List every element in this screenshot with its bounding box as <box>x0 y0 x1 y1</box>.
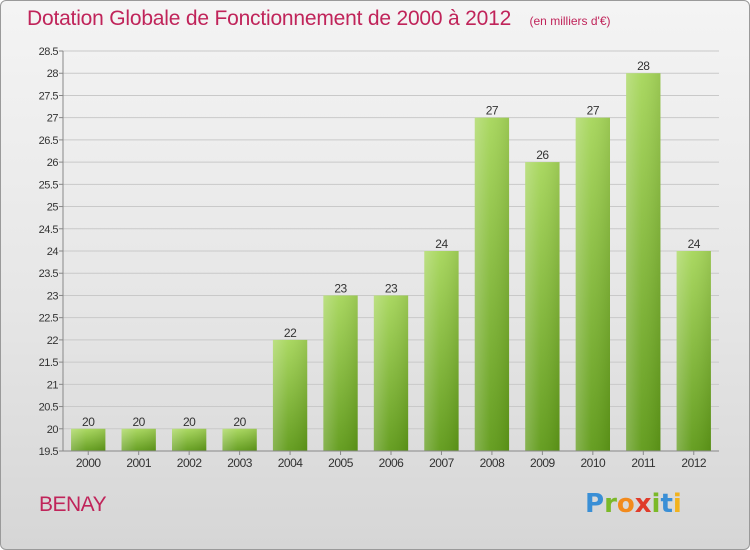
x-tick-label: 2001 <box>126 456 152 470</box>
bar-data-label: 24 <box>688 237 701 251</box>
proxiti-logo: Proxiti <box>585 489 682 519</box>
commune-name: BENAY <box>39 493 107 516</box>
title-row: Dotation Globale de Fonctionnement de 20… <box>27 7 611 31</box>
x-tick-label: 2005 <box>328 456 354 470</box>
bar-shine <box>222 428 257 451</box>
bar-data-label: 20 <box>82 415 95 429</box>
y-tick-label: 28.5 <box>39 46 59 58</box>
bar-data-label: 27 <box>587 104 600 118</box>
x-tick-label: 2011 <box>631 456 656 470</box>
bar-data-label: 20 <box>133 415 146 429</box>
bar-data-label: 23 <box>385 281 398 295</box>
bar-shine <box>121 428 156 451</box>
y-tick-label: 24 <box>47 246 59 258</box>
y-tick-label: 25.5 <box>39 179 59 191</box>
x-tick-label: 2003 <box>227 456 253 470</box>
y-tick-label: 26.5 <box>39 135 59 147</box>
y-tick-label: 28 <box>47 68 59 80</box>
bar-data-label: 20 <box>183 415 196 429</box>
chart-title: Dotation Globale de Fonctionnement de 20… <box>27 7 512 30</box>
bar-shine <box>525 162 560 451</box>
bar-data-label: 22 <box>284 326 297 340</box>
x-tick-label: 2006 <box>379 456 405 470</box>
y-tick-label: 20.5 <box>39 402 59 414</box>
labels: 19.5 20 20.5 21 21.5 22 22.5 23 23.5 24 24.5 25 25.5… <box>39 46 708 470</box>
x-tick-label: 2008 <box>480 456 506 470</box>
bar-shine <box>575 117 611 452</box>
x-tick-label: 2009 <box>530 456 556 470</box>
y-tick-label: 22 <box>47 335 59 347</box>
axes <box>59 50 719 455</box>
bar-data-label: 27 <box>486 104 499 118</box>
bar-shine <box>171 428 207 451</box>
x-tick-label: 2010 <box>580 456 606 470</box>
bar-shine <box>373 295 409 451</box>
y-tick-label: 27.5 <box>39 90 59 102</box>
y-tick-label: 21.5 <box>39 357 59 369</box>
bar-shine <box>626 73 661 451</box>
bar-data-label: 24 <box>435 237 448 251</box>
bar-shine <box>272 339 308 451</box>
bar-shine <box>474 117 510 452</box>
y-tick-label: 24.5 <box>39 224 59 236</box>
bar-shine <box>424 251 459 451</box>
y-tick-label: 22.5 <box>39 313 59 325</box>
x-tick-label: 2007 <box>429 456 455 470</box>
bars <box>71 73 711 452</box>
y-tick-label: 26 <box>47 157 59 169</box>
bar-shine <box>676 251 711 451</box>
y-tick-label: 25 <box>47 202 59 214</box>
bar-shine <box>323 295 358 451</box>
y-tick-label: 27 <box>47 113 59 125</box>
x-tick-label: 2002 <box>177 456 203 470</box>
y-tick-label: 20 <box>47 424 59 436</box>
y-tick-label: 19.5 <box>39 446 59 458</box>
bar-data-label: 26 <box>536 148 549 162</box>
x-tick-label: 2000 <box>76 456 102 470</box>
x-tick-label: 2004 <box>278 456 304 470</box>
chart-subtitle: (en milliers d'€) <box>529 14 611 28</box>
y-tick-label: 23.5 <box>39 268 59 280</box>
y-tick-label: 21 <box>47 379 59 391</box>
bar-data-label: 23 <box>334 281 347 295</box>
x-tick-label: 2012 <box>681 456 707 470</box>
bar-data-label: 28 <box>637 59 650 73</box>
bar-data-label: 20 <box>233 415 246 429</box>
y-tick-label: 23 <box>47 290 59 302</box>
bar-shine <box>71 428 106 451</box>
